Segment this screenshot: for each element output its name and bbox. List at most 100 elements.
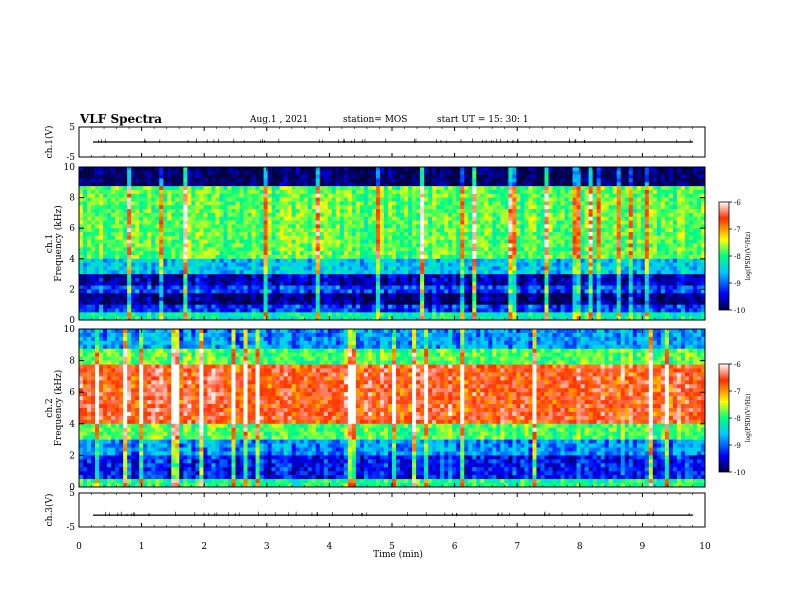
spectrogram-cell: [384, 167, 388, 171]
spectrogram-cell: [597, 274, 601, 278]
spectrogram-cell: [171, 228, 175, 232]
spectrogram-cell: [689, 213, 693, 217]
spectrogram-cell: [697, 266, 701, 270]
spectrogram-cell: [240, 232, 244, 236]
spectrogram-cell: [573, 274, 577, 278]
spectrogram-cell: [540, 270, 544, 274]
spectrogram-cell: [236, 224, 240, 228]
spectrogram-cell: [175, 232, 179, 236]
spectrogram-cell: [380, 270, 384, 274]
spectrogram-cell: [79, 205, 83, 209]
spectrogram-cell: [665, 224, 669, 228]
spectrogram-cell: [613, 209, 617, 213]
spectrogram-cell: [488, 221, 492, 225]
spectrogram-cell: [248, 175, 252, 179]
spectrogram-cell: [240, 205, 244, 209]
spectrogram-cell: [195, 244, 199, 248]
spectrogram-cell: [516, 224, 520, 228]
spectrogram-cell: [540, 167, 544, 171]
spectrogram-cell: [516, 255, 520, 259]
spectrogram-cell: [540, 251, 544, 255]
spectrogram-cell: [508, 228, 512, 232]
spectrogram-cell: [304, 228, 308, 232]
spectrogram-cell: [549, 182, 553, 186]
spectrogram-cell: [127, 190, 131, 194]
spectrogram-cell: [159, 217, 163, 221]
spectrogram-cell: [605, 247, 609, 251]
spectrogram-cell: [143, 178, 147, 182]
spectrogram-cell: [500, 175, 504, 179]
spectrogram-cell: [372, 186, 376, 190]
spectrogram-cell: [544, 266, 548, 270]
spectrogram-cell: [300, 255, 304, 259]
spectrogram-cell: [408, 274, 412, 278]
spectrogram-cell: [593, 232, 597, 236]
spectrogram-cell: [183, 198, 187, 202]
spectrogram-cell: [191, 171, 195, 175]
spectrogram-cell: [565, 221, 569, 225]
spectrogram-cell: [252, 266, 256, 270]
spectrogram-cell: [528, 240, 532, 244]
spectrogram-cell: [215, 247, 219, 251]
spectrogram-cell: [95, 167, 99, 171]
spectrogram-cell: [448, 221, 452, 225]
spectrogram-cell: [87, 244, 91, 248]
spectrogram-cell: [240, 194, 244, 198]
spectrogram-cell: [484, 232, 488, 236]
spectrogram-cell: [211, 263, 215, 267]
spectrogram-cell: [272, 255, 276, 259]
spectrogram-cell: [629, 201, 633, 205]
spectrogram-cell: [280, 278, 284, 282]
spectrogram-cell: [340, 274, 344, 278]
spectrogram-cell: [516, 171, 520, 175]
spectrogram-cell: [352, 190, 356, 194]
spectrogram-cell: [637, 178, 641, 182]
spectrogram-cell: [432, 274, 436, 278]
spectrogram-cell: [400, 228, 404, 232]
spectrogram-cell: [119, 255, 123, 259]
spectrogram-cell: [111, 209, 115, 213]
spectrogram-cell: [532, 232, 536, 236]
spectrogram-cell: [87, 270, 91, 274]
spectrogram-cell: [464, 240, 468, 244]
spectrogram-cell: [163, 213, 167, 217]
spectrogram-cell: [280, 190, 284, 194]
spectrogram-cell: [203, 274, 207, 278]
spectrogram-cell: [292, 194, 296, 198]
spectrogram-cell: [681, 205, 685, 209]
spectrogram-cell: [464, 175, 468, 179]
spectrogram-cell: [352, 282, 356, 286]
spectrogram-cell: [135, 266, 139, 270]
spectrogram-cell: [276, 175, 280, 179]
spectrogram-cell: [460, 190, 464, 194]
spectrogram-cell: [468, 232, 472, 236]
spectrogram-cell: [272, 175, 276, 179]
spectrogram-cell: [368, 259, 372, 263]
spectrogram-cell: [681, 274, 685, 278]
spectrogram-cell: [203, 201, 207, 205]
spectrogram-cell: [123, 175, 127, 179]
spectrogram-cell: [424, 221, 428, 225]
spectrogram-cell: [272, 282, 276, 286]
spectrogram-cell: [147, 244, 151, 248]
spectrogram-cell: [488, 182, 492, 186]
spectrogram-cell: [135, 228, 139, 232]
spectrogram-cell: [348, 171, 352, 175]
spectrogram-cell: [147, 194, 151, 198]
spectrogram-cell: [127, 217, 131, 221]
spectrogram-cell: [400, 171, 404, 175]
spectrogram-cell: [472, 251, 476, 255]
spectrogram-cell: [436, 198, 440, 202]
spectrogram-cell: [143, 213, 147, 217]
spectrogram-cell: [452, 247, 456, 251]
spectrogram-cell: [364, 251, 368, 255]
spectrogram-cell: [532, 224, 536, 228]
spectrogram-cell: [272, 228, 276, 232]
spectrogram-cell: [328, 209, 332, 213]
spectrogram-cell: [316, 263, 320, 267]
spectrogram-cell: [356, 240, 360, 244]
spectrogram-cell: [693, 240, 697, 244]
spectrogram-cell: [219, 240, 223, 244]
spectrogram-cell: [452, 224, 456, 228]
spectrogram-cell: [368, 205, 372, 209]
